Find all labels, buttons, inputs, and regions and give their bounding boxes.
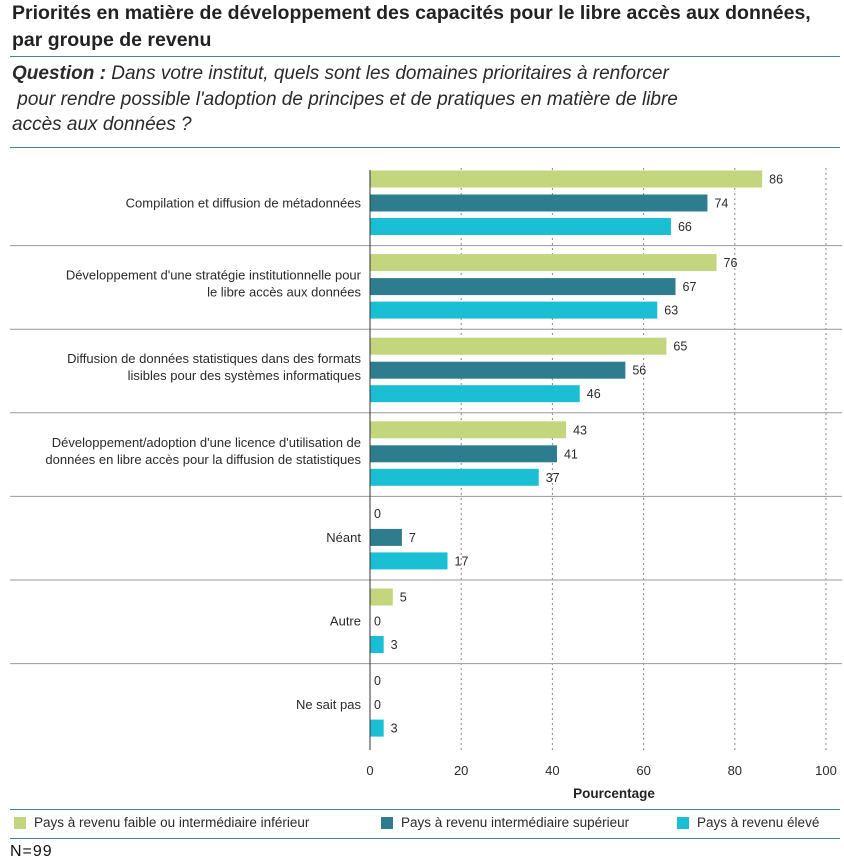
x-tick-label: 60 — [636, 763, 650, 778]
category-label: Ne sait pas — [296, 697, 362, 712]
legend-label-low: Pays à revenu faible ou intermédiaire in… — [34, 815, 310, 830]
sample-size-label: N=99 — [10, 843, 53, 860]
category-label: lisibles pour des systèmes informatiques — [128, 368, 362, 383]
legend-swatch-high — [677, 816, 689, 829]
bar — [370, 194, 708, 212]
bar-value-label: 3 — [391, 638, 398, 652]
bar — [370, 254, 717, 272]
bar — [370, 278, 676, 296]
bars — [370, 170, 763, 737]
legend-item-low: Pays à revenu faible ou intermédiaire in… — [14, 815, 309, 830]
bar — [370, 445, 557, 463]
category-separators — [10, 245, 842, 665]
bar-value-label: 43 — [573, 423, 587, 437]
bar-value-label: 65 — [673, 340, 687, 354]
category-label: données en libre accès pour la diffusion… — [45, 452, 361, 467]
bar-value-label: 56 — [632, 364, 646, 378]
bar — [370, 719, 384, 737]
bar — [370, 170, 763, 188]
bar — [370, 361, 626, 379]
question-block: Question : Dans votre institut, quels so… — [12, 61, 832, 138]
bar-value-label: 3 — [391, 722, 398, 736]
bar-value-label: 37 — [546, 471, 560, 485]
bar-value-label: 46 — [587, 387, 601, 401]
chart-title: Priorités en matière de développement de… — [12, 2, 811, 51]
bar — [370, 588, 393, 606]
bar-value-label: 67 — [683, 280, 697, 294]
labels: 0 20 40 60 80 100 86 74 66 Compilation et diffusi… — [45, 173, 836, 779]
x-tick-label: 20 — [454, 763, 468, 778]
bar — [370, 337, 667, 355]
bar-value-label: 5 — [400, 591, 407, 605]
bar-value-label: 7 — [409, 531, 416, 545]
bar-value-label: 0 — [374, 674, 381, 688]
category-label: Néant — [326, 530, 361, 545]
legend-item-upper-middle: Pays à revenu intermédiaire supérieur — [381, 815, 629, 830]
x-tick-label: 40 — [545, 763, 559, 778]
bar-value-label: 86 — [769, 173, 783, 187]
bar-value-label: 0 — [374, 507, 381, 521]
bar-value-label: 0 — [374, 698, 381, 712]
bar — [370, 421, 567, 439]
bar — [370, 552, 448, 570]
legend-rule — [10, 838, 840, 839]
category-label: Diffusion de données statistiques dans d… — [67, 351, 361, 366]
x-tick-label: 0 — [366, 763, 373, 778]
category-label: le libre accès aux données — [207, 285, 361, 300]
category-label: Compilation et diffusion de métadonnées — [126, 196, 362, 211]
bar-value-label: 74 — [714, 197, 728, 211]
legend-label-upper-middle: Pays à revenu intermédiaire supérieur — [401, 815, 630, 830]
bar — [370, 528, 402, 546]
question-text: Dans votre institut, quels sont les doma… — [12, 63, 678, 135]
question-rule — [10, 147, 840, 148]
bar — [370, 468, 539, 486]
bar-chart: 0 20 40 60 80 100 86 74 66 Compilation et diffusi… — [10, 168, 842, 779]
legend: Pays à revenu faible ou intermédiaire in… — [10, 809, 840, 834]
category-label: Autre — [330, 614, 361, 629]
legend-label-high: Pays à revenu élevé — [697, 815, 820, 830]
question-label: Question : — [12, 63, 106, 84]
bar — [370, 218, 671, 235]
legend-swatch-low — [14, 816, 26, 829]
bar-value-label: 17 — [455, 554, 469, 568]
bar — [370, 385, 580, 403]
x-tick-label: 80 — [728, 763, 742, 778]
x-tick-label: 100 — [815, 763, 837, 778]
bar — [370, 636, 384, 653]
bar-value-label: 66 — [678, 220, 692, 234]
bar-value-label: 76 — [724, 256, 738, 270]
legend-swatch-upper-middle — [381, 816, 393, 829]
bar-value-label: 63 — [664, 304, 678, 318]
legend-item-high: Pays à revenu élevé — [677, 815, 819, 830]
title-rule — [10, 56, 840, 57]
x-axis-label: Pourcentage — [573, 786, 655, 801]
bar — [370, 301, 658, 319]
category-label: Développement/adoption d'une licence d'u… — [52, 435, 361, 450]
bar-value-label: 0 — [374, 615, 381, 629]
category-label: Développement d'une stratégie institutio… — [66, 268, 362, 283]
bar-value-label: 41 — [564, 447, 578, 461]
